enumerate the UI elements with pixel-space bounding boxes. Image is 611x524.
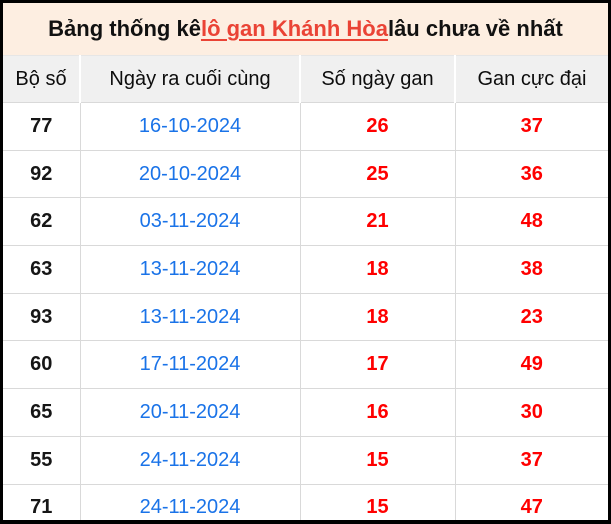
- cell-bo-so: 62: [3, 197, 80, 246]
- table-row: 55 24-11-2024 15 37: [3, 435, 608, 484]
- date-link[interactable]: 03-11-2024: [139, 210, 241, 233]
- cell-last-date: 24-11-2024: [79, 435, 300, 484]
- lo-gan-khanh-hoa-link[interactable]: lô gan Khánh Hòa: [200, 16, 388, 41]
- cell-last-date: 03-11-2024: [79, 197, 300, 246]
- cell-gan-cuc-dai: 48: [454, 197, 608, 246]
- cell-gan-cuc-dai: 23: [454, 292, 608, 341]
- page-title: Bảng thống kê lô gan Khánh Hòa lâu chưa …: [3, 3, 608, 55]
- table-row: 93 13-11-2024 18 23: [3, 292, 608, 341]
- cell-gan-cuc-dai: 37: [454, 435, 608, 484]
- cell-last-date: 13-11-2024: [79, 292, 300, 341]
- title-suffix: lâu chưa về nhất: [387, 16, 563, 41]
- lo-gan-table: Bộ số Ngày ra cuối cùng Số ngày gan Gan …: [3, 55, 608, 520]
- cell-so-ngay-gan: 18: [299, 245, 455, 294]
- date-link[interactable]: 24-11-2024: [139, 448, 241, 471]
- cell-last-date: 13-11-2024: [79, 245, 300, 294]
- date-link[interactable]: 13-11-2024: [139, 257, 241, 280]
- table-row: 71 24-11-2024 15 47: [3, 483, 608, 520]
- column-header-gan-cuc-dai: Gan cực đại: [454, 55, 608, 103]
- cell-bo-so: 65: [3, 388, 80, 437]
- cell-last-date: 24-11-2024: [79, 483, 300, 520]
- cell-gan-cuc-dai: 47: [454, 483, 608, 520]
- cell-so-ngay-gan: 25: [299, 149, 455, 198]
- cell-last-date: 16-10-2024: [79, 102, 300, 151]
- date-link[interactable]: 17-11-2024: [139, 353, 241, 376]
- cell-bo-so: 55: [3, 435, 80, 484]
- cell-gan-cuc-dai: 38: [454, 245, 608, 294]
- table-row: 92 20-10-2024 25 36: [3, 149, 608, 198]
- date-link[interactable]: 20-10-2024: [138, 162, 242, 185]
- cell-bo-so: 92: [3, 149, 80, 198]
- date-link[interactable]: 24-11-2024: [139, 496, 241, 519]
- cell-gan-cuc-dai: 30: [454, 388, 608, 437]
- cell-so-ngay-gan: 15: [299, 435, 455, 484]
- cell-bo-so: 93: [3, 292, 80, 341]
- cell-gan-cuc-dai: 36: [454, 149, 608, 198]
- column-header-bo-so: Bộ số: [3, 55, 80, 103]
- table-row: 62 03-11-2024 21 48: [3, 197, 608, 246]
- cell-last-date: 20-10-2024: [79, 149, 300, 198]
- date-link[interactable]: 20-11-2024: [139, 400, 241, 423]
- cell-bo-so: 77: [3, 102, 80, 151]
- table-row: 63 13-11-2024 18 38: [3, 245, 608, 294]
- cell-bo-so: 71: [3, 483, 80, 520]
- title-prefix: Bảng thống kê: [48, 16, 201, 41]
- cell-bo-so: 63: [3, 245, 80, 294]
- date-link[interactable]: 16-10-2024: [138, 114, 242, 137]
- cell-gan-cuc-dai: 37: [454, 102, 608, 151]
- table-row: 60 17-11-2024 17 49: [3, 340, 608, 389]
- column-header-ngay-ra-cuoi-cung: Ngày ra cuối cùng: [79, 55, 300, 103]
- cell-gan-cuc-dai: 49: [454, 340, 608, 389]
- table-row: 77 16-10-2024 26 37: [3, 102, 608, 151]
- cell-so-ngay-gan: 21: [299, 197, 455, 246]
- date-link[interactable]: 13-11-2024: [139, 305, 241, 328]
- table-row: 65 20-11-2024 16 30: [3, 388, 608, 437]
- cell-so-ngay-gan: 26: [299, 102, 455, 151]
- cell-so-ngay-gan: 17: [299, 340, 455, 389]
- cell-so-ngay-gan: 15: [299, 483, 455, 520]
- cell-last-date: 17-11-2024: [79, 340, 300, 389]
- cell-so-ngay-gan: 16: [299, 388, 455, 437]
- table-header-row: Bộ số Ngày ra cuối cùng Số ngày gan Gan …: [3, 55, 608, 103]
- cell-bo-so: 60: [3, 340, 80, 389]
- cell-so-ngay-gan: 18: [299, 292, 455, 341]
- cell-last-date: 20-11-2024: [79, 388, 300, 437]
- column-header-so-ngay-gan: Số ngày gan: [299, 55, 455, 103]
